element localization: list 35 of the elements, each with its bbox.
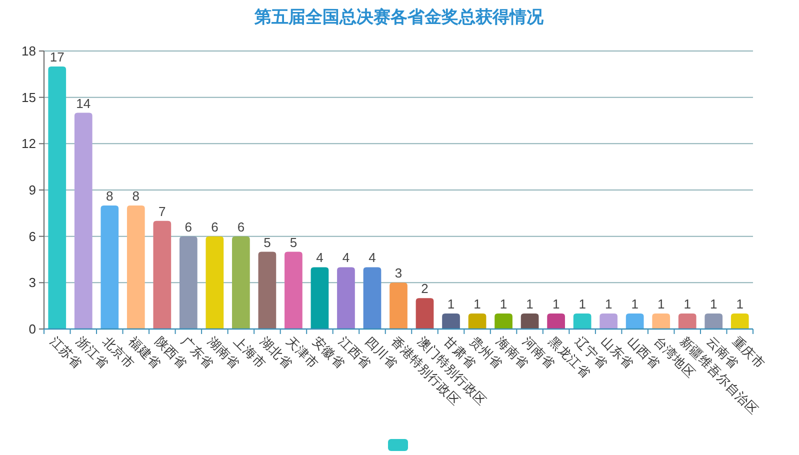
data-label: 14 xyxy=(76,96,91,111)
data-label: 4 xyxy=(316,250,324,266)
data-label: 6 xyxy=(237,219,245,234)
data-label: 3 xyxy=(394,266,402,281)
y-tick-label: 9 xyxy=(28,182,36,198)
y-tick-label: 3 xyxy=(28,275,36,290)
data-label: 8 xyxy=(132,188,140,204)
data-label: 1 xyxy=(657,296,665,312)
data-label: 1 xyxy=(710,296,718,312)
data-label: 1 xyxy=(578,296,586,312)
y-tick-label: 12 xyxy=(22,136,36,152)
data-label: 17 xyxy=(50,49,64,64)
data-label: 1 xyxy=(526,296,534,312)
data-label: 6 xyxy=(184,219,192,234)
data-label: 7 xyxy=(158,204,166,219)
data-label: 1 xyxy=(736,296,744,312)
y-tick-label: 6 xyxy=(28,228,36,244)
data-label: 8 xyxy=(106,188,114,204)
data-label: 1 xyxy=(474,296,481,312)
data-label: 1 xyxy=(684,296,691,312)
data-label: 4 xyxy=(342,250,350,266)
y-tick-label: 0 xyxy=(28,322,36,336)
data-label: 1 xyxy=(631,296,638,312)
data-label: 1 xyxy=(447,296,455,312)
data-label: 1 xyxy=(552,296,560,312)
data-label: 5 xyxy=(264,234,271,250)
data-label: 1 xyxy=(604,296,612,312)
data-label: 4 xyxy=(368,250,376,266)
data-label: 2 xyxy=(421,281,428,296)
y-tick-label: 15 xyxy=(22,90,36,105)
chart-title: 第五届全国总决赛各省金奖总获得情况 xyxy=(254,8,544,26)
data-label: 6 xyxy=(211,219,218,234)
data-label: 1 xyxy=(500,296,508,312)
y-tick-label: 18 xyxy=(22,44,36,58)
data-label: 5 xyxy=(290,234,298,250)
